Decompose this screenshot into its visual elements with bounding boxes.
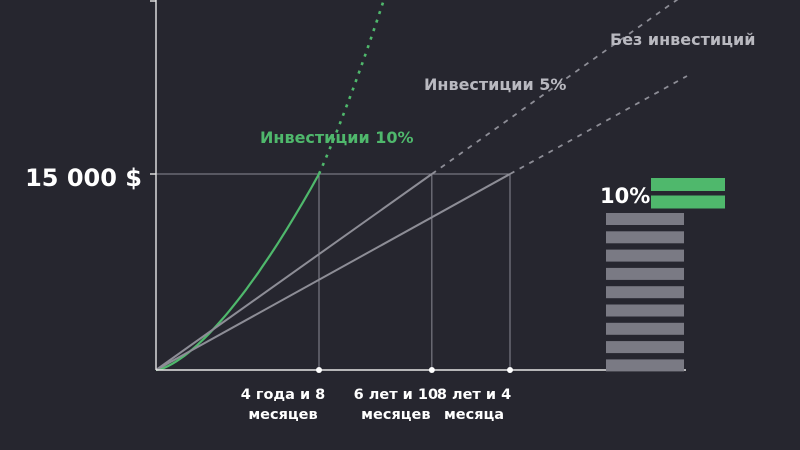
- x-axis-marker: [428, 367, 435, 373]
- target-value-label: 15 000 $: [25, 164, 142, 192]
- series-invest5-projection: [431, 0, 679, 175]
- x-axis-label: 4 года и 8 месяцев: [241, 387, 326, 423]
- base-bar: [606, 322, 684, 335]
- series-invest10-projection: [317, 0, 386, 175]
- series-label-no_invest: Без инвестиций: [610, 30, 755, 49]
- x-axis-markers: [316, 367, 513, 373]
- rate-bar-stack: [606, 178, 725, 372]
- base-bar: [606, 286, 684, 299]
- x-axis-label: 8 лет и 4 месяца: [437, 387, 511, 423]
- base-bar: [606, 213, 684, 225]
- series-invest5: [155, 0, 679, 371]
- series-no_invest-line: [155, 173, 511, 371]
- guide-lines: [156, 173, 511, 370]
- series-label-invest5: Инвестиции 5%: [424, 75, 566, 94]
- rate-bar-stack-label: 10%: [600, 184, 650, 208]
- base-bar: [606, 359, 684, 372]
- x-axis-marker: [316, 367, 322, 373]
- interest-bar: [651, 178, 725, 191]
- series-label-invest10: Инвестиции 10%: [260, 128, 414, 147]
- x-axis-marker: [507, 367, 513, 373]
- base-bar: [606, 341, 684, 354]
- series-labels: Инвестиции 10% Инвестиции 5% Без инвестици…: [260, 30, 755, 147]
- base-bar: [606, 249, 684, 262]
- base-bar: [606, 267, 684, 280]
- series-invest10-line: [155, 173, 320, 372]
- axes: [150, 0, 686, 371]
- series-lines: [155, 0, 688, 372]
- base-bar: [606, 231, 684, 244]
- x-axis-label: 6 лет и 10 месяцев: [354, 387, 438, 423]
- interest-bar: [651, 195, 725, 209]
- series-invest5-line: [155, 173, 433, 371]
- series-invest10: [155, 0, 386, 372]
- series-no_invest-projection: [509, 75, 688, 175]
- base-bar: [606, 304, 684, 317]
- series-no_invest: [155, 75, 688, 371]
